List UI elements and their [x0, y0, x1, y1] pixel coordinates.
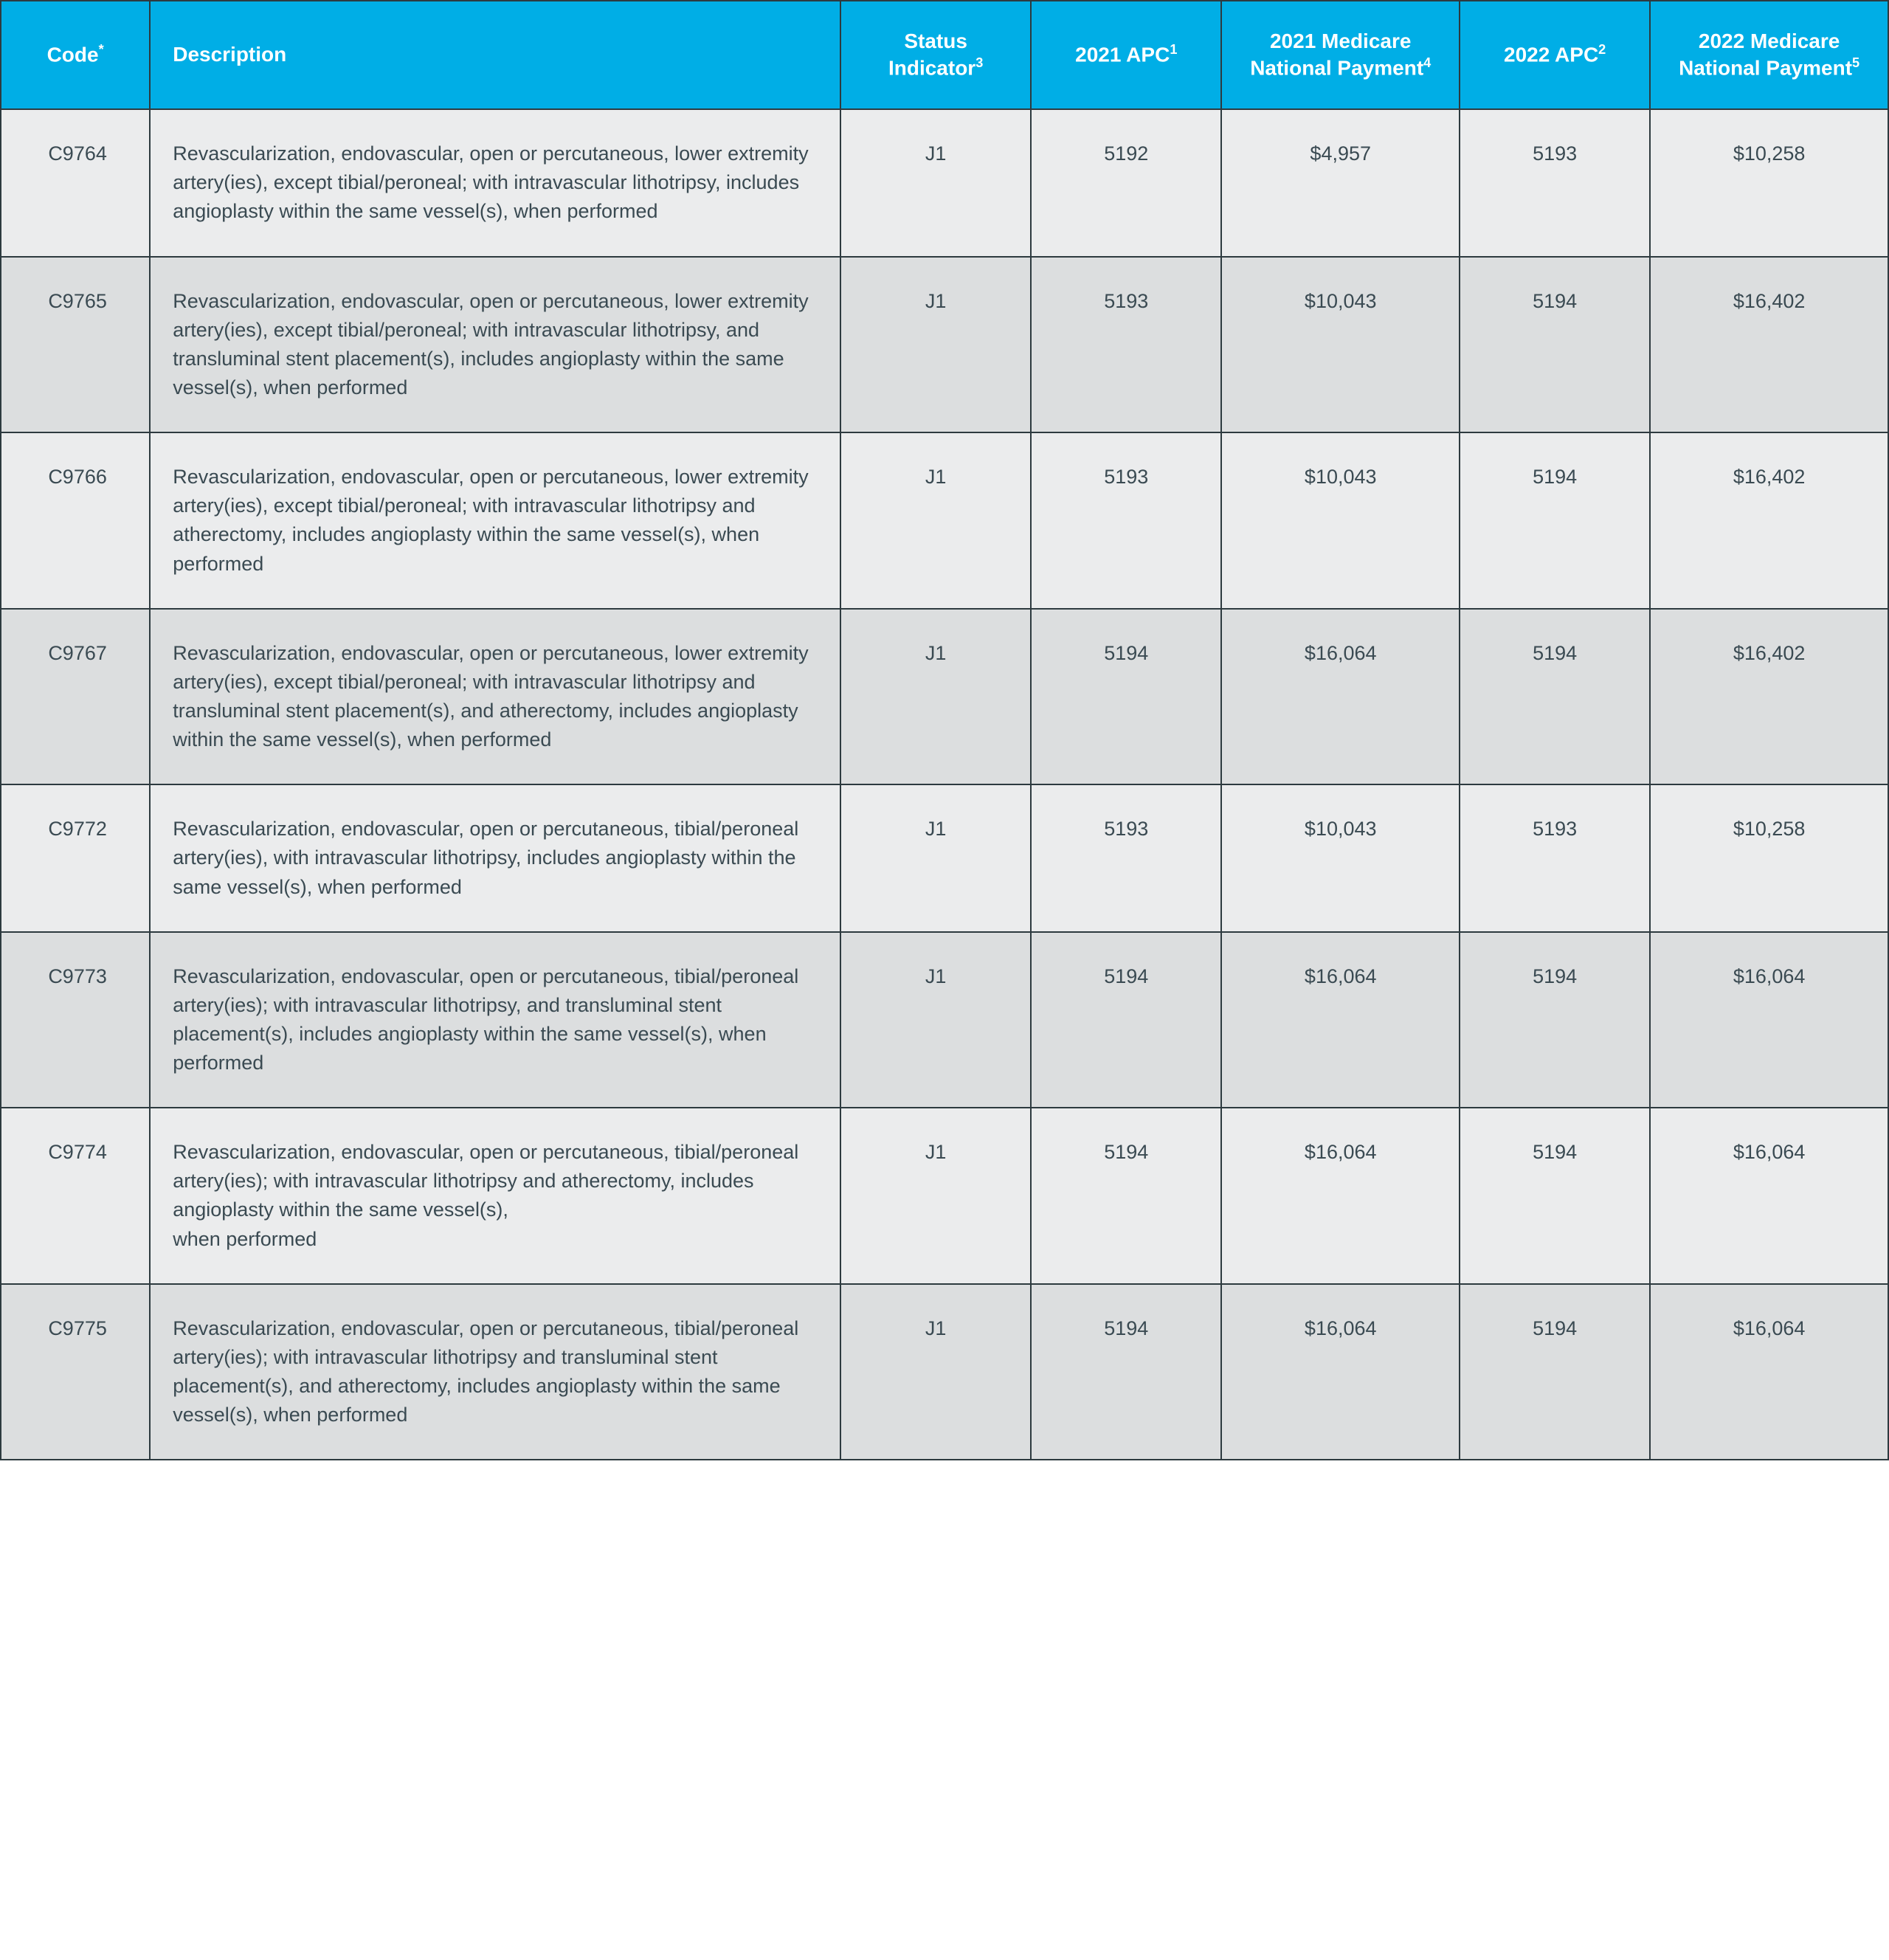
col-header-2021-payment: 2021 Medicare National Payment4: [1221, 1, 1460, 109]
col-header-2021-apc: 2021 APC1: [1031, 1, 1221, 109]
cell-2021-payment: $10,043: [1221, 432, 1460, 609]
col-header-description: Description: [150, 1, 840, 109]
cell-status-indicator: J1: [840, 432, 1031, 609]
cell-description: Revascularization, endovascular, open or…: [150, 1108, 840, 1284]
table-row: C9764Revascularization, endovascular, op…: [1, 109, 1888, 256]
cell-2022-apc: 5194: [1460, 257, 1650, 433]
cell-2022-payment: $10,258: [1650, 784, 1888, 931]
cell-2021-payment: $10,043: [1221, 784, 1460, 931]
cell-2022-payment: $16,402: [1650, 609, 1888, 785]
cell-description: Revascularization, endovascular, open or…: [150, 609, 840, 785]
cell-code: C9772: [1, 784, 150, 931]
cell-code: C9767: [1, 609, 150, 785]
cell-code: C9764: [1, 109, 150, 256]
reimbursement-table: Code* Description Status Indicator3 2021…: [0, 0, 1889, 1460]
cell-status-indicator: J1: [840, 784, 1031, 931]
cell-2022-apc: 5194: [1460, 609, 1650, 785]
cell-2022-payment: $16,064: [1650, 1284, 1888, 1460]
cell-status-indicator: J1: [840, 932, 1031, 1108]
cell-2021-apc: 5193: [1031, 784, 1221, 931]
cell-2021-payment: $10,043: [1221, 257, 1460, 433]
cell-2022-apc: 5194: [1460, 1284, 1650, 1460]
cell-2021-payment: $4,957: [1221, 109, 1460, 256]
table-row: C9766Revascularization, endovascular, op…: [1, 432, 1888, 609]
cell-2022-apc: 5193: [1460, 109, 1650, 256]
table-row: C9774Revascularization, endovascular, op…: [1, 1108, 1888, 1284]
cell-description: Revascularization, endovascular, open or…: [150, 257, 840, 433]
cell-code: C9773: [1, 932, 150, 1108]
col-header-2022-apc: 2022 APC2: [1460, 1, 1650, 109]
cell-2021-apc: 5193: [1031, 257, 1221, 433]
table-row: C9772Revascularization, endovascular, op…: [1, 784, 1888, 931]
cell-2021-payment: $16,064: [1221, 1108, 1460, 1284]
cell-2021-apc: 5194: [1031, 609, 1221, 785]
cell-2022-payment: $16,064: [1650, 1108, 1888, 1284]
cell-2021-apc: 5193: [1031, 432, 1221, 609]
cell-2022-apc: 5193: [1460, 784, 1650, 931]
cell-description: Revascularization, endovascular, open or…: [150, 784, 840, 931]
cell-status-indicator: J1: [840, 1108, 1031, 1284]
cell-2021-apc: 5194: [1031, 932, 1221, 1108]
cell-status-indicator: J1: [840, 1284, 1031, 1460]
cell-code: C9775: [1, 1284, 150, 1460]
cell-code: C9765: [1, 257, 150, 433]
table-row: C9775Revascularization, endovascular, op…: [1, 1284, 1888, 1460]
cell-2022-payment: $16,064: [1650, 932, 1888, 1108]
reimbursement-table-wrap: Code* Description Status Indicator3 2021…: [0, 0, 1889, 1460]
cell-2021-apc: 5192: [1031, 109, 1221, 256]
cell-2021-apc: 5194: [1031, 1284, 1221, 1460]
cell-2021-payment: $16,064: [1221, 932, 1460, 1108]
col-header-2022-payment: 2022 Medicare National Payment5: [1650, 1, 1888, 109]
cell-2021-payment: $16,064: [1221, 1284, 1460, 1460]
table-row: C9773Revascularization, endovascular, op…: [1, 932, 1888, 1108]
cell-2022-apc: 5194: [1460, 932, 1650, 1108]
cell-description: Revascularization, endovascular, open or…: [150, 1284, 840, 1460]
table-row: C9767Revascularization, endovascular, op…: [1, 609, 1888, 785]
cell-2022-apc: 5194: [1460, 1108, 1650, 1284]
cell-2021-payment: $16,064: [1221, 609, 1460, 785]
cell-description: Revascularization, endovascular, open or…: [150, 932, 840, 1108]
col-header-code: Code*: [1, 1, 150, 109]
cell-2022-payment: $16,402: [1650, 257, 1888, 433]
col-header-status-indicator: Status Indicator3: [840, 1, 1031, 109]
cell-code: C9774: [1, 1108, 150, 1284]
cell-2022-payment: $10,258: [1650, 109, 1888, 256]
cell-2022-payment: $16,402: [1650, 432, 1888, 609]
cell-status-indicator: J1: [840, 257, 1031, 433]
table-header-row: Code* Description Status Indicator3 2021…: [1, 1, 1888, 109]
cell-code: C9766: [1, 432, 150, 609]
table-row: C9765Revascularization, endovascular, op…: [1, 257, 1888, 433]
cell-description: Revascularization, endovascular, open or…: [150, 109, 840, 256]
cell-2021-apc: 5194: [1031, 1108, 1221, 1284]
cell-2022-apc: 5194: [1460, 432, 1650, 609]
cell-status-indicator: J1: [840, 109, 1031, 256]
cell-description: Revascularization, endovascular, open or…: [150, 432, 840, 609]
cell-status-indicator: J1: [840, 609, 1031, 785]
table-body: C9764Revascularization, endovascular, op…: [1, 109, 1888, 1460]
